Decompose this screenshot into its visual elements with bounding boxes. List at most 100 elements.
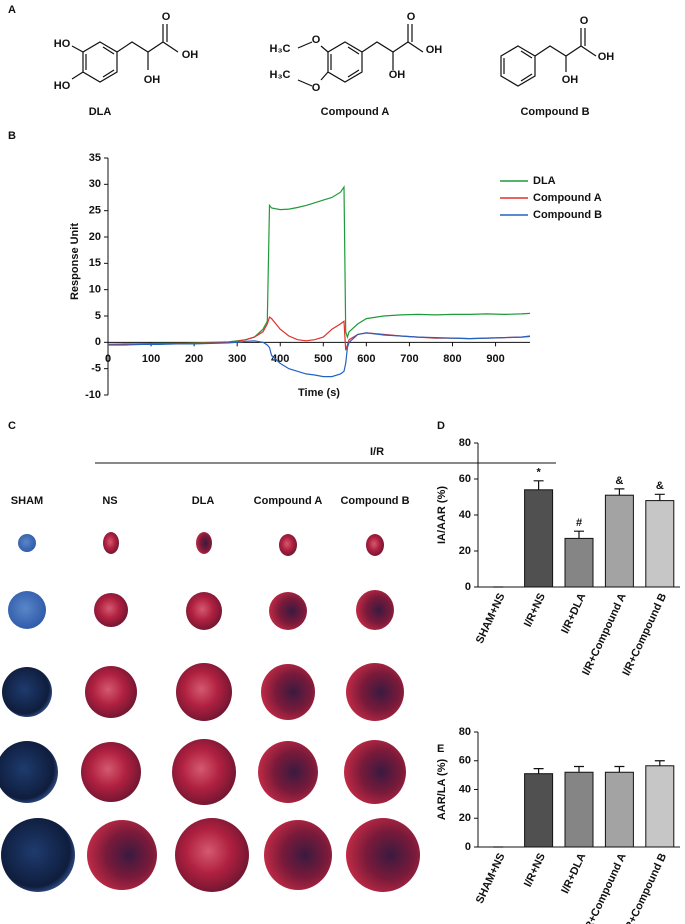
panel-label: C	[8, 420, 16, 432]
error-bar	[654, 493, 665, 501]
error-bar	[614, 488, 625, 496]
x-tick-label: 500	[314, 353, 332, 365]
bar	[564, 537, 594, 588]
significance-mark: &	[615, 475, 623, 487]
series-line	[107, 185, 531, 345]
compound-name: Compound A	[321, 106, 390, 118]
significance-mark: *	[536, 467, 541, 479]
atom-label: O	[312, 34, 321, 46]
x-tick-label: 400	[271, 353, 289, 365]
panel-label: B	[8, 130, 16, 142]
y-axis-label: IA/AAR (%)	[436, 486, 448, 544]
x-tick-label: 800	[443, 353, 461, 365]
panel-label: D	[437, 420, 445, 432]
bar	[604, 771, 634, 848]
y-tick-label: 20	[89, 231, 101, 243]
structure: HO HO O OH OH DLA	[54, 11, 199, 118]
y-tick-label: 0	[465, 581, 471, 593]
significance-mark: &	[656, 480, 664, 492]
y-tick-label: 60	[459, 755, 471, 767]
error-bar	[533, 768, 544, 774]
x-tick-label: 200	[185, 353, 203, 365]
y-tick-label: 40	[459, 509, 471, 521]
bar	[564, 771, 594, 848]
x-tick-label: 0	[105, 353, 111, 365]
y-tick-label: 80	[459, 437, 471, 449]
y-tick-label: 10	[89, 284, 101, 296]
y-tick-label: 15	[89, 257, 101, 269]
column-label: Compound A	[254, 495, 323, 507]
significance-mark: #	[576, 517, 582, 529]
atom-label: O	[580, 15, 589, 27]
atom-label: OH	[389, 69, 406, 81]
panel-label: A	[8, 4, 16, 16]
y-tick-label: 30	[89, 178, 101, 190]
atom-label: O	[312, 82, 321, 94]
y-tick-label: -5	[91, 363, 101, 375]
compound-name: Compound B	[520, 106, 589, 118]
y-tick-label: 20	[459, 545, 471, 557]
x-tick-label: I/R+NS	[522, 851, 548, 888]
error-bar	[654, 760, 665, 766]
x-tick-label: SHAM+NS	[474, 851, 508, 905]
error-bar	[574, 530, 584, 539]
y-tick-label: -10	[85, 389, 101, 401]
bar	[524, 773, 554, 848]
y-tick-label: 80	[459, 726, 471, 738]
atom-label: OH	[426, 44, 443, 56]
x-tick-label: 300	[228, 353, 246, 365]
bar	[604, 494, 634, 588]
y-tick-label: 0	[465, 841, 471, 853]
error-bar	[533, 480, 544, 490]
atom-label: OH	[562, 74, 579, 86]
y-tick-label: 0	[95, 336, 101, 348]
y-axis-label: AAR/LA (%)	[436, 759, 448, 821]
atom-label: OH	[182, 49, 199, 61]
legend-label: DLA	[533, 175, 556, 187]
legend-label: Compound A	[533, 192, 602, 204]
y-axis-label: Response Unit	[69, 223, 81, 300]
x-tick-label: I/R+Compound B	[620, 591, 669, 677]
atom-label: OH	[598, 51, 615, 63]
y-tick-label: 60	[459, 473, 471, 485]
atom-label: O	[407, 11, 416, 23]
x-tick-label: I/R+DLA	[559, 591, 588, 635]
compound-name: DLA	[89, 106, 112, 118]
structure: H₃C O H₃C O O OH OH Compound A	[270, 11, 443, 118]
x-tick-label: 100	[142, 353, 160, 365]
y-tick-label: 20	[459, 812, 471, 824]
x-tick-label: 900	[486, 353, 504, 365]
series-line	[108, 316, 531, 351]
y-tick-label: 25	[89, 205, 101, 217]
x-tick-label: I/R+Compound A	[580, 591, 629, 677]
panel-label: E	[437, 743, 444, 755]
group-label: I/R	[370, 446, 384, 458]
column-label: SHAM	[11, 495, 43, 507]
x-tick-label: I/R+DLA	[559, 851, 588, 895]
atom-label: H₃C	[270, 69, 291, 81]
x-axis-label: Time (s)	[298, 387, 340, 399]
error-bar	[574, 765, 584, 773]
column-label: NS	[102, 495, 117, 507]
atom-label: O	[162, 11, 171, 23]
legend-label: Compound B	[533, 209, 602, 221]
structure: O OH OH Compound B	[500, 15, 615, 118]
column-label: DLA	[192, 495, 215, 507]
x-tick-label: I/R+NS	[522, 591, 548, 628]
heart-photos	[0, 532, 420, 892]
bar	[645, 765, 675, 848]
x-tick-label: I/R+Compound B	[620, 851, 669, 924]
atom-label: HO	[54, 38, 71, 50]
x-tick-label: 700	[400, 353, 418, 365]
y-tick-label: 40	[459, 783, 471, 795]
x-tick-label: SHAM+NS	[474, 591, 508, 645]
bar	[524, 489, 554, 588]
column-label: Compound B	[340, 495, 409, 507]
x-tick-label: 600	[357, 353, 375, 365]
series-line	[108, 332, 531, 378]
error-bar	[614, 765, 625, 773]
atom-label: H₃C	[270, 43, 291, 55]
x-tick-label: I/R+Compound A	[580, 851, 629, 924]
y-tick-label: 5	[95, 310, 101, 322]
